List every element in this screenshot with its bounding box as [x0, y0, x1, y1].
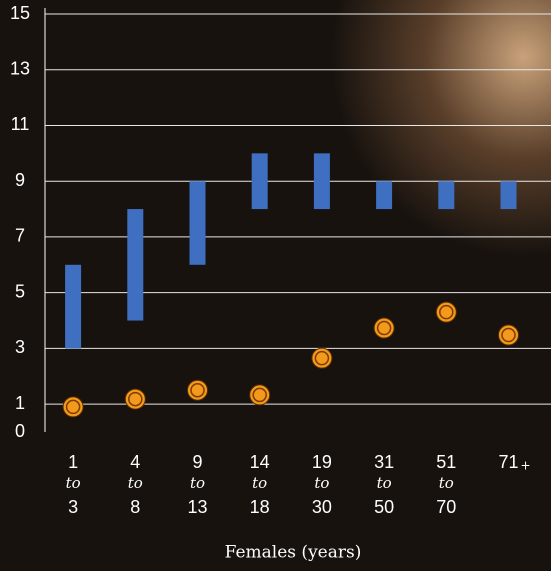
x-tick-range-word: to: [128, 474, 143, 492]
x-tick-label: 18: [250, 497, 270, 517]
point-ring: [376, 320, 392, 336]
point-ring: [128, 391, 143, 407]
range-bar: [127, 209, 144, 321]
x-tick-label: 51: [436, 452, 456, 472]
range-bar: [438, 181, 455, 210]
y-tick-label: 9: [15, 170, 25, 190]
point-ring: [190, 382, 205, 398]
x-axis-title: Females (years): [225, 543, 362, 563]
y-tick-label: 0: [15, 421, 25, 441]
y-tick-label: 13: [10, 58, 30, 78]
range-bar: [65, 264, 82, 349]
x-tick-range-word: to: [439, 474, 454, 492]
y-tick-label: 3: [15, 337, 25, 357]
y-tick-label: 11: [11, 114, 30, 134]
x-tick-range-word: to: [66, 474, 81, 492]
point-ring: [314, 350, 330, 366]
x-tick-label: 50: [374, 497, 394, 517]
x-tick-range-word: to: [377, 474, 392, 492]
x-tick-label: 9: [192, 452, 202, 472]
x-tick-label: 8: [130, 497, 140, 517]
y-tick-label: 5: [15, 281, 25, 301]
x-tick-label: 19: [312, 452, 332, 472]
y-tick-label: 15: [10, 3, 30, 23]
range-bar: [376, 181, 393, 210]
x-tick-label: 31: [374, 452, 394, 472]
range-bar: [189, 181, 206, 265]
x-tick-label: 14: [250, 452, 270, 472]
x-tick-label: 30: [312, 497, 332, 517]
x-tick-range-word: to: [190, 474, 205, 492]
x-tick-suffix: +: [520, 459, 530, 473]
point-ring: [501, 327, 516, 343]
x-tick-range-word: to: [314, 474, 329, 492]
point-ring: [65, 399, 81, 415]
x-tick-label: 4: [130, 452, 140, 472]
x-tick-label: 3: [68, 497, 78, 517]
x-tick-label: 71: [498, 452, 518, 472]
x-tick-label: 70: [436, 497, 456, 517]
x-tick-label: 1: [68, 452, 78, 472]
y-tick-label: 1: [15, 393, 25, 413]
x-tick-range-word: to: [252, 474, 267, 492]
point-ring: [252, 387, 267, 403]
range-bar: [500, 181, 517, 210]
range-bar: [313, 153, 330, 210]
range-bar: [251, 153, 268, 210]
x-tick-label: 13: [187, 497, 207, 517]
point-ring: [439, 304, 454, 320]
y-tick-label: 7: [15, 226, 25, 246]
